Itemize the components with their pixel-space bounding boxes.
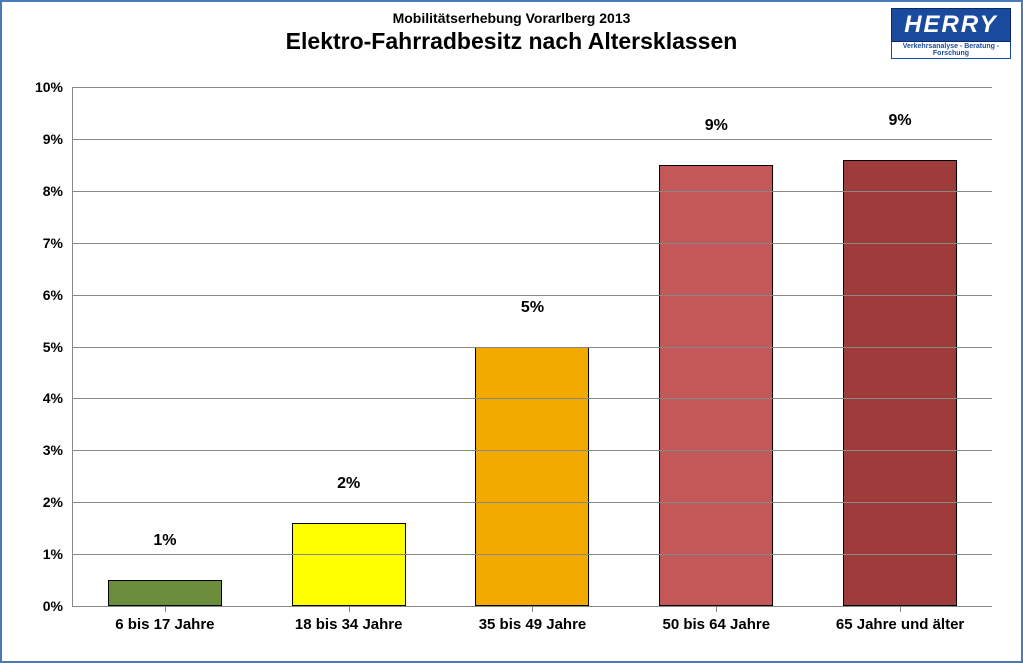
ytick-label: 4% <box>43 390 73 406</box>
ytick-label: 2% <box>43 494 73 510</box>
bar-value-label: 9% <box>705 117 728 141</box>
ytick-label: 6% <box>43 287 73 303</box>
gridline <box>73 87 992 88</box>
gridline <box>73 191 992 192</box>
ytick-label: 1% <box>43 546 73 562</box>
bar-value-label: 1% <box>153 532 176 556</box>
ytick-label: 10% <box>35 79 73 95</box>
bar-value-label: 2% <box>337 475 360 499</box>
chart-title: Elektro-Fahrradbesitz nach Altersklassen <box>2 28 1021 55</box>
bar <box>292 523 406 606</box>
logo-main-text: HERRY <box>891 8 1011 42</box>
bar-value-label: 9% <box>889 112 912 136</box>
bar <box>476 347 590 607</box>
ytick-label: 3% <box>43 442 73 458</box>
gridline <box>73 347 992 348</box>
plot-area: 1%6 bis 17 Jahre2%18 bis 34 Jahre5%35 bi… <box>72 87 992 607</box>
ytick-label: 9% <box>43 131 73 147</box>
gridline <box>73 295 992 296</box>
bar <box>659 165 773 606</box>
ytick-label: 5% <box>43 339 73 355</box>
bar <box>108 580 222 606</box>
gridline <box>73 554 992 555</box>
herry-logo: HERRY Verkehrsanalyse - Beratung - Forsc… <box>891 8 1011 59</box>
chart-supertitle: Mobilitätserhebung Vorarlberg 2013 <box>2 10 1021 26</box>
gridline <box>73 243 992 244</box>
ytick-label: 7% <box>43 235 73 251</box>
gridline <box>73 502 992 503</box>
logo-sub-text: Verkehrsanalyse - Beratung - Forschung <box>891 42 1011 59</box>
chart-titles: Mobilitätserhebung Vorarlberg 2013 Elekt… <box>2 2 1021 55</box>
gridline <box>73 398 992 399</box>
chart-frame: HERRY Verkehrsanalyse - Beratung - Forsc… <box>0 0 1023 663</box>
gridline <box>73 139 992 140</box>
gridline <box>73 606 992 607</box>
bar-value-label: 5% <box>521 299 544 323</box>
ytick-label: 0% <box>43 598 73 614</box>
bar <box>843 160 957 606</box>
ytick-label: 8% <box>43 183 73 199</box>
gridline <box>73 450 992 451</box>
